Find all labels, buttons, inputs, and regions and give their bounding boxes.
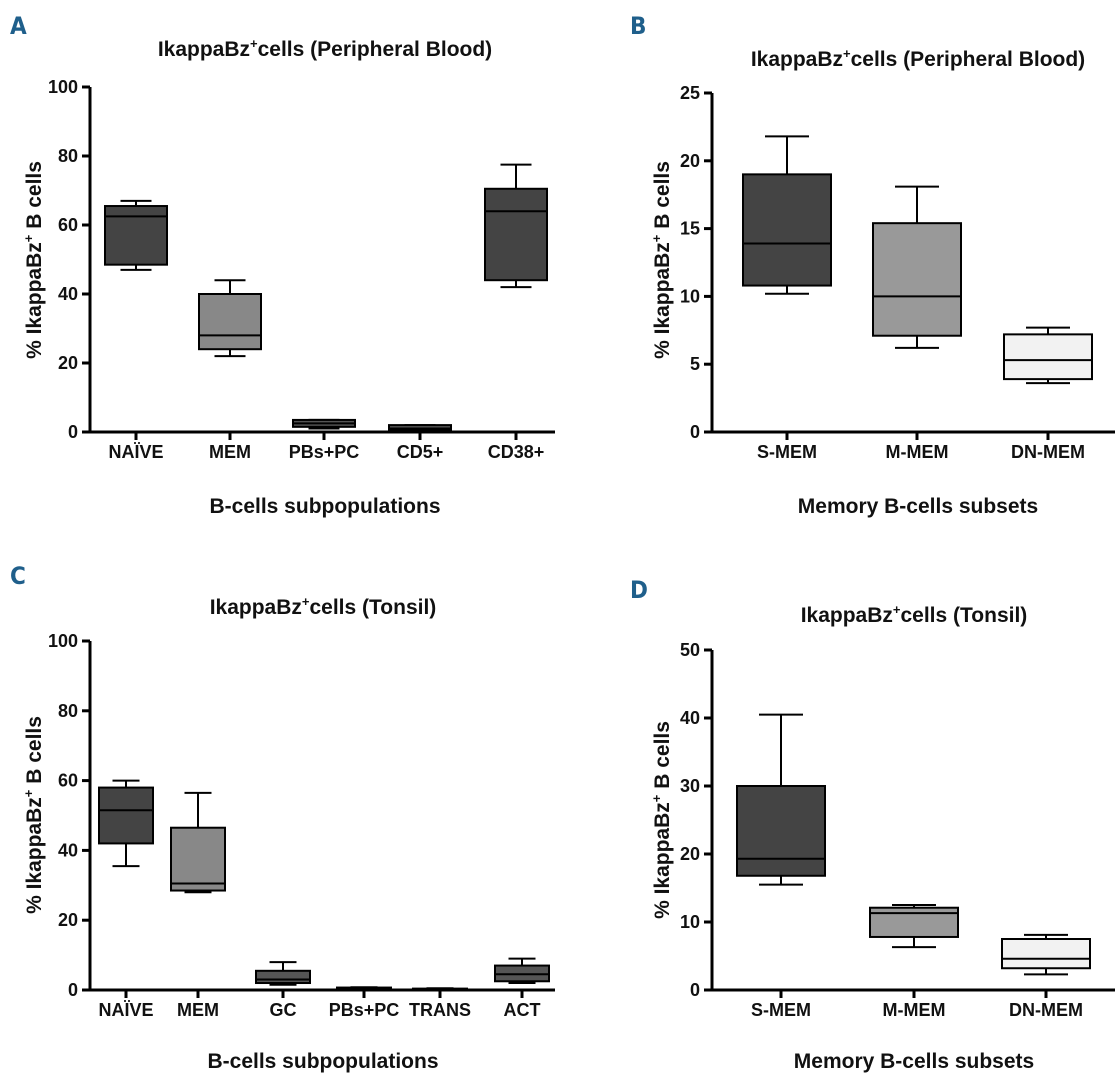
x-tick-label: TRANS (409, 1000, 471, 1020)
x-tick-label: DN-MEM (1009, 1000, 1083, 1020)
chart-title: IkappaBz+cells (Tonsil) (210, 594, 437, 620)
y-tick-label: 50 (680, 640, 700, 660)
title-rest: cells (Peripheral Blood) (257, 38, 493, 61)
x-tick-label: MEM (177, 1000, 219, 1020)
box (869, 906, 959, 938)
y-tick-label: 5 (690, 354, 700, 374)
box (170, 826, 226, 892)
x-axis-label: B-cells subpopulations (207, 1050, 439, 1073)
panel-letter: B (630, 12, 647, 40)
x-tick-label: S-MEM (757, 442, 817, 462)
x-tick-label: NAÏVE (98, 1000, 153, 1020)
box (255, 969, 311, 985)
title-sup: + (843, 46, 851, 61)
panel-letter: D (630, 576, 648, 604)
title-rest: cells (Tonsil) (900, 604, 1028, 627)
y-tick-label: 80 (58, 701, 78, 721)
y-tick-label: 60 (58, 215, 78, 235)
box (742, 173, 832, 287)
y-tick-label: 20 (680, 844, 700, 864)
panel-letter: A (10, 12, 27, 40)
y-tick-label: 10 (680, 286, 700, 306)
title-rest: cells (Peripheral Blood) (850, 48, 1086, 71)
chart-title: IkappaBz+cells (Peripheral Blood) (751, 46, 1085, 72)
y-tick-label: 30 (680, 776, 700, 796)
title-main: IkappaBz (800, 604, 893, 627)
box (98, 786, 154, 845)
title-sup: + (301, 594, 310, 609)
x-tick-label: S-MEM (751, 1000, 811, 1020)
x-axis-label: B-cells subpopulations (209, 495, 441, 518)
title-sup: + (892, 602, 901, 617)
title-main: IkappaBz (157, 38, 251, 61)
box (872, 222, 962, 337)
title-sup: + (250, 36, 258, 51)
y-tick-label: 0 (690, 980, 700, 1000)
x-tick-label: NAÏVE (108, 442, 163, 462)
y-tick-label: 25 (680, 83, 700, 103)
y-tick-label: 20 (58, 353, 78, 373)
chart-title: IkappaBz+cells (Tonsil) (801, 602, 1028, 628)
x-axis-label: Memory B-cells subsets (797, 495, 1039, 518)
y-tick-label: 20 (680, 151, 700, 171)
y-tick-label: 15 (680, 219, 700, 239)
y-tick-label: 100 (48, 77, 78, 97)
panel-letter: C (10, 562, 26, 590)
x-tick-label: PBs+PC (329, 1000, 400, 1020)
box (484, 187, 548, 282)
x-tick-label: M-MEM (886, 442, 949, 462)
box (736, 785, 826, 877)
title-main: IkappaBz (750, 48, 844, 71)
x-tick-label: CD5+ (397, 442, 444, 462)
chart-title: IkappaBz+cells (Peripheral Blood) (158, 36, 492, 62)
x-tick-label: MEM (209, 442, 251, 462)
x-tick-label: CD38+ (488, 442, 545, 462)
x-tick-label: ACT (504, 1000, 541, 1020)
y-tick-label: 40 (680, 708, 700, 728)
x-tick-label: PBs+PC (289, 442, 360, 462)
box (1001, 938, 1091, 970)
title-main: IkappaBz (209, 596, 302, 619)
x-tick-label: GC (270, 1000, 297, 1020)
y-tick-label: 80 (58, 146, 78, 166)
y-tick-label: 10 (680, 912, 700, 932)
title-rest: cells (Tonsil) (309, 596, 437, 619)
x-axis-label: Memory B-cells subsets (793, 1050, 1035, 1073)
y-tick-label: 40 (58, 840, 78, 860)
box (198, 293, 262, 351)
y-tick-label: 0 (68, 980, 78, 1000)
y-tick-label: 0 (690, 422, 700, 442)
y-tick-label: 100 (48, 631, 78, 651)
y-tick-label: 0 (68, 422, 78, 442)
box (104, 205, 168, 266)
y-tick-label: 60 (58, 771, 78, 791)
x-tick-label: DN-MEM (1011, 442, 1085, 462)
x-tick-label: M-MEM (883, 1000, 946, 1020)
box (1003, 333, 1093, 381)
y-tick-label: 40 (58, 284, 78, 304)
y-tick-label: 20 (58, 910, 78, 930)
